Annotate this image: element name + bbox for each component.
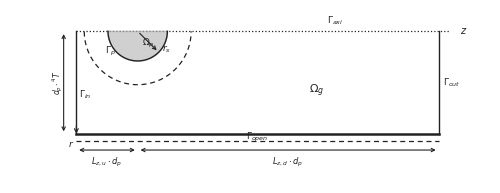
Text: $r_s$: $r_s$: [162, 44, 170, 55]
Polygon shape: [108, 31, 168, 61]
Text: $d_p \cdot {^4}T$: $d_p \cdot {^4}T$: [51, 70, 66, 95]
Text: $L_{z,u} \cdot d_p$: $L_{z,u} \cdot d_p$: [92, 156, 122, 169]
Text: $\Gamma_{in}$: $\Gamma_{in}$: [80, 89, 92, 101]
Text: $r$: $r$: [68, 139, 74, 149]
Text: $z$: $z$: [460, 26, 468, 36]
Text: $\Omega_p$: $\Omega_p$: [142, 37, 155, 50]
Text: $\Gamma_{out}$: $\Gamma_{out}$: [442, 76, 460, 89]
Text: $L_{z,d} \cdot d_p$: $L_{z,d} \cdot d_p$: [272, 156, 304, 169]
Text: $\Gamma_p$: $\Gamma_p$: [105, 45, 116, 58]
Text: $\Gamma_{open}$: $\Gamma_{open}$: [246, 131, 268, 144]
Text: $\Gamma_{axi}$: $\Gamma_{axi}$: [328, 14, 344, 26]
Text: $\Omega_g$: $\Omega_g$: [309, 83, 324, 99]
